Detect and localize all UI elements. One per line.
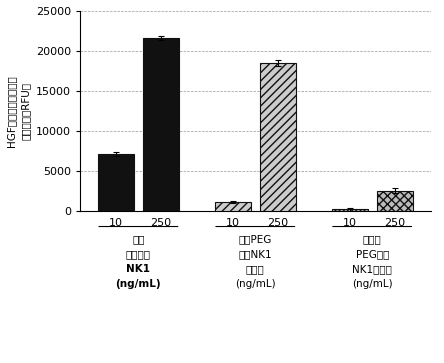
Text: 二聚体化: 二聚体化 xyxy=(126,249,151,260)
Text: NK1: NK1 xyxy=(127,265,151,274)
Y-axis label: HGF受体磷酸化诱导率
（荧光强度RFU）: HGF受体磷酸化诱导率 （荧光强度RFU） xyxy=(6,75,30,147)
Bar xyxy=(332,209,368,211)
Bar xyxy=(98,154,134,211)
Text: (ng/mL): (ng/mL) xyxy=(352,280,392,289)
Bar xyxy=(260,63,296,211)
Bar xyxy=(215,202,251,211)
Text: 肝素: 肝素 xyxy=(132,234,145,245)
Text: (ng/mL): (ng/mL) xyxy=(115,280,161,289)
Bar xyxy=(143,38,179,211)
Text: PEG修饰: PEG修饰 xyxy=(356,249,389,260)
Text: 叉形PEG: 叉形PEG xyxy=(238,234,272,245)
Text: 直链型: 直链型 xyxy=(363,234,381,245)
Text: NK1二聚体: NK1二聚体 xyxy=(352,265,392,274)
Text: 二聚体: 二聚体 xyxy=(246,265,265,274)
Text: 修饰NK1: 修饰NK1 xyxy=(238,249,272,260)
Text: (ng/mL): (ng/mL) xyxy=(235,280,276,289)
Bar xyxy=(377,191,412,211)
